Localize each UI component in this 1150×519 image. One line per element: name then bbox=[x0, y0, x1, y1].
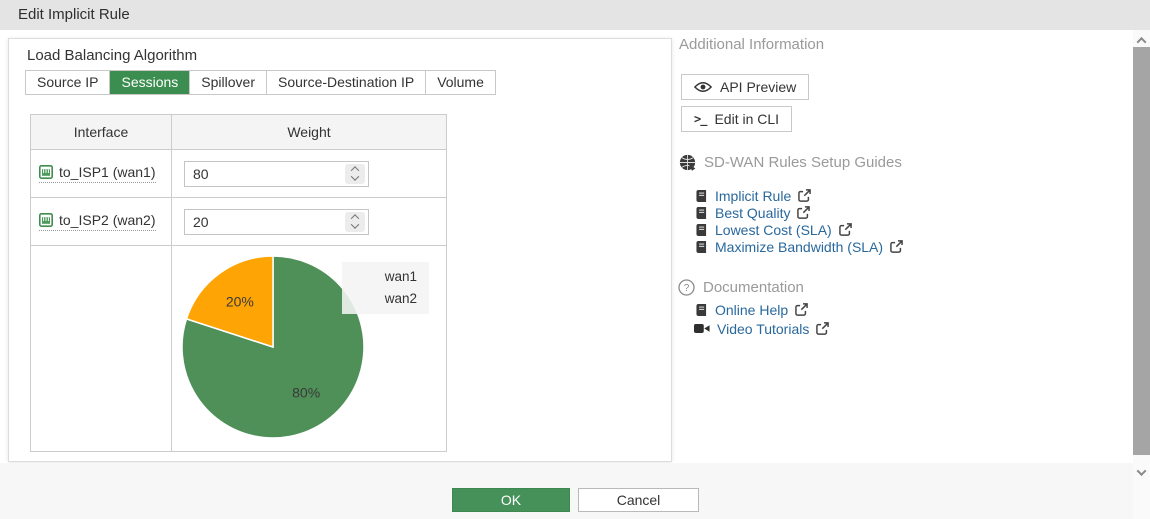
setup-guides-links: Implicit Rule Best Quality Lowest Cost (… bbox=[694, 187, 903, 255]
maximize-bandwidth-link[interactable]: Maximize Bandwidth (SLA) bbox=[715, 238, 884, 255]
documentation-title: Documentation bbox=[703, 279, 804, 296]
interface-name: to_ISP1 (wan1) bbox=[59, 164, 156, 180]
book-icon bbox=[694, 189, 708, 203]
scroll-down-arrow-icon[interactable] bbox=[1136, 466, 1147, 477]
api-preview-button[interactable]: API Preview bbox=[681, 74, 810, 100]
section-title: Load Balancing Algorithm bbox=[27, 47, 198, 64]
weight-table-header: Interface Weight bbox=[31, 115, 446, 149]
cancel-button[interactable]: Cancel bbox=[578, 488, 699, 512]
weight-stepper-wan1[interactable] bbox=[345, 163, 365, 184]
book-icon bbox=[694, 303, 708, 317]
dialog-titlebar: Edit Implicit Rule bbox=[0, 0, 1150, 30]
tab-sessions[interactable]: Sessions bbox=[110, 71, 191, 94]
weight-table: Interface Weight to_ISP1 (wan1) bbox=[30, 114, 447, 452]
additional-information-header: Additional Information bbox=[679, 36, 825, 53]
interface-name: to_ISP2 (wan2) bbox=[59, 212, 156, 228]
interface-port-icon bbox=[39, 213, 53, 227]
link-best-quality[interactable]: Best Quality bbox=[694, 204, 903, 221]
tab-source-destination-ip[interactable]: Source-Destination IP bbox=[267, 71, 427, 94]
api-preview-label: API Preview bbox=[720, 79, 797, 95]
edit-in-cli-label: Edit in CLI bbox=[714, 111, 780, 127]
ok-button[interactable]: OK bbox=[452, 488, 570, 512]
book-icon bbox=[694, 223, 708, 237]
weight-stepper-wan2[interactable] bbox=[345, 211, 365, 232]
svg-text:?: ? bbox=[684, 283, 690, 294]
pie-slice-value-label: 20% bbox=[226, 293, 254, 309]
table-row: to_ISP2 (wan2) bbox=[31, 197, 446, 245]
column-header-weight: Weight bbox=[171, 115, 446, 149]
external-link-icon bbox=[795, 303, 808, 316]
external-link-icon bbox=[797, 206, 811, 219]
algorithm-tabs: Source IP Sessions Spillover Source-Dest… bbox=[25, 70, 496, 95]
link-implicit-rule[interactable]: Implicit Rule bbox=[694, 187, 903, 204]
weight-input-wan1[interactable] bbox=[184, 160, 369, 187]
scrollbar-thumb[interactable] bbox=[1133, 47, 1150, 455]
interface-port-icon bbox=[39, 165, 53, 179]
online-help-link[interactable]: Online Help bbox=[715, 301, 789, 318]
best-quality-link[interactable]: Best Quality bbox=[715, 204, 791, 221]
scroll-up-arrow-icon[interactable] bbox=[1136, 36, 1147, 47]
setup-guides-title: SD-WAN Rules Setup Guides bbox=[704, 154, 902, 171]
weight-input-wan2[interactable] bbox=[184, 208, 369, 235]
external-link-icon bbox=[798, 189, 812, 202]
setup-guides-header: SD-WAN Rules Setup Guides bbox=[679, 154, 902, 171]
pie-slice-wan2 bbox=[185, 255, 274, 349]
legend-item-wan1: wan1 bbox=[384, 269, 417, 284]
dialog-title: Edit Implicit Rule bbox=[18, 6, 130, 23]
table-row: to_ISP1 (wan1) bbox=[31, 149, 446, 197]
implicit-rule-link[interactable]: Implicit Rule bbox=[715, 187, 792, 204]
lowest-cost-link[interactable]: Lowest Cost (SLA) bbox=[715, 221, 832, 238]
video-camera-icon bbox=[694, 323, 710, 334]
video-tutorials-link[interactable]: Video Tutorials bbox=[717, 320, 810, 337]
weight-pie-chart: 80% 20% wan1 wan2 bbox=[171, 246, 447, 451]
tab-volume[interactable]: Volume bbox=[437, 74, 484, 90]
edit-in-cli-button[interactable]: >_ Edit in CLI bbox=[681, 106, 793, 132]
eye-icon bbox=[694, 81, 712, 93]
load-balancing-panel: Load Balancing Algorithm Source IP Sessi… bbox=[8, 38, 672, 462]
pie-slice-value-label: 80% bbox=[292, 385, 320, 401]
book-icon bbox=[694, 206, 708, 220]
interface-entry-wan2[interactable]: to_ISP2 (wan2) bbox=[39, 212, 156, 231]
link-online-help[interactable]: Online Help bbox=[694, 300, 829, 319]
interface-entry-wan1[interactable]: to_ISP1 (wan1) bbox=[39, 164, 156, 183]
chart-row: 80% 20% wan1 wan2 bbox=[31, 245, 446, 451]
documentation-links: Online Help Video Tutorials bbox=[694, 300, 830, 338]
tab-source-ip[interactable]: Source IP bbox=[26, 71, 111, 94]
pie-legend: wan1 wan2 bbox=[342, 262, 429, 314]
link-maximize-bandwidth[interactable]: Maximize Bandwidth (SLA) bbox=[694, 238, 903, 255]
external-link-icon bbox=[838, 223, 852, 236]
vertical-scrollbar[interactable] bbox=[1133, 30, 1150, 519]
question-circle-icon: ? bbox=[678, 279, 695, 296]
documentation-header: ? Documentation bbox=[678, 279, 804, 296]
column-header-interface: Interface bbox=[31, 115, 171, 149]
book-icon bbox=[694, 240, 708, 254]
link-video-tutorials[interactable]: Video Tutorials bbox=[694, 319, 830, 338]
globe-icon bbox=[679, 154, 696, 171]
link-lowest-cost[interactable]: Lowest Cost (SLA) bbox=[694, 221, 903, 238]
terminal-icon: >_ bbox=[694, 112, 707, 126]
dialog-footer: OK Cancel bbox=[0, 463, 1133, 519]
legend-item-wan2: wan2 bbox=[384, 291, 417, 306]
empty-cell bbox=[31, 246, 171, 451]
tab-spillover[interactable]: Spillover bbox=[190, 71, 267, 94]
external-link-icon bbox=[890, 240, 903, 253]
pie-chart-svg: 80% 20% bbox=[181, 255, 365, 439]
external-link-icon bbox=[816, 322, 830, 335]
